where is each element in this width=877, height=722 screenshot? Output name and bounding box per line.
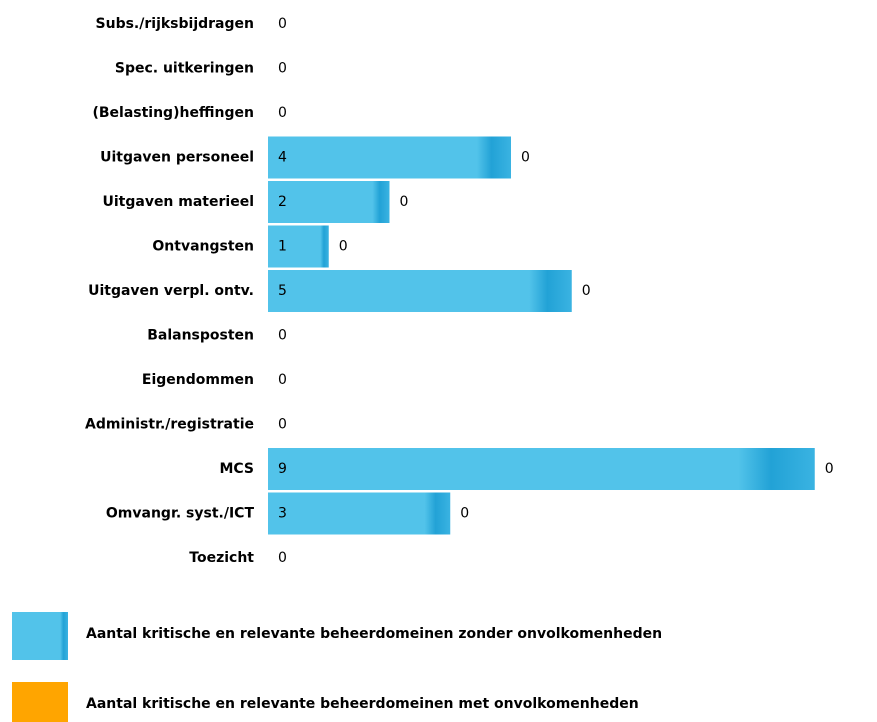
legend-label: Aantal kritische en relevante beheerdome…	[86, 626, 662, 642]
bar-segment	[268, 448, 815, 490]
value-label: 0	[825, 461, 834, 477]
category-label: (Belasting)heffingen	[92, 105, 254, 121]
category-label: Balansposten	[147, 328, 254, 344]
value-label: 5	[278, 283, 287, 299]
category-label: Toezicht	[189, 550, 254, 566]
category-label: Uitgaven verpl. ontv.	[88, 283, 254, 299]
category-label: Subs./rijksbijdragen	[96, 16, 254, 32]
value-label: 4	[278, 150, 287, 166]
value-label: 0	[278, 417, 287, 433]
category-label: Eigendommen	[142, 372, 254, 388]
category-label: MCS	[219, 461, 254, 477]
category-label: Uitgaven materieel	[102, 194, 254, 210]
legend-swatch	[12, 612, 68, 660]
value-label: 9	[278, 461, 287, 477]
value-label: 0	[400, 194, 409, 210]
value-label: 0	[278, 16, 287, 32]
category-label: Omvangr. syst./ICT	[106, 506, 255, 522]
bar-segment	[268, 492, 451, 535]
value-label: 0	[278, 61, 287, 77]
bar-segment	[268, 225, 329, 268]
legend-swatch	[12, 682, 68, 722]
value-label: 0	[460, 506, 469, 522]
value-label: 0	[278, 550, 287, 566]
value-label: 2	[278, 194, 287, 210]
value-label: 0	[278, 328, 287, 344]
category-label: Spec. uitkeringen	[115, 61, 254, 77]
value-label: 1	[278, 239, 287, 255]
legend-label: Aantal kritische en relevante beheerdome…	[86, 696, 639, 712]
bar-segment	[268, 181, 390, 223]
category-label: Uitgaven personeel	[100, 150, 254, 166]
value-label: 0	[278, 105, 287, 121]
value-label: 0	[278, 372, 287, 388]
value-label: 0	[339, 239, 348, 255]
bar-segment	[268, 270, 572, 312]
category-label: Administr./registratie	[85, 417, 254, 433]
value-label: 3	[278, 506, 287, 522]
bar-segment	[268, 136, 511, 179]
category-label: Ontvangsten	[152, 239, 254, 255]
value-label: 0	[582, 283, 591, 299]
value-label: 0	[521, 150, 530, 166]
